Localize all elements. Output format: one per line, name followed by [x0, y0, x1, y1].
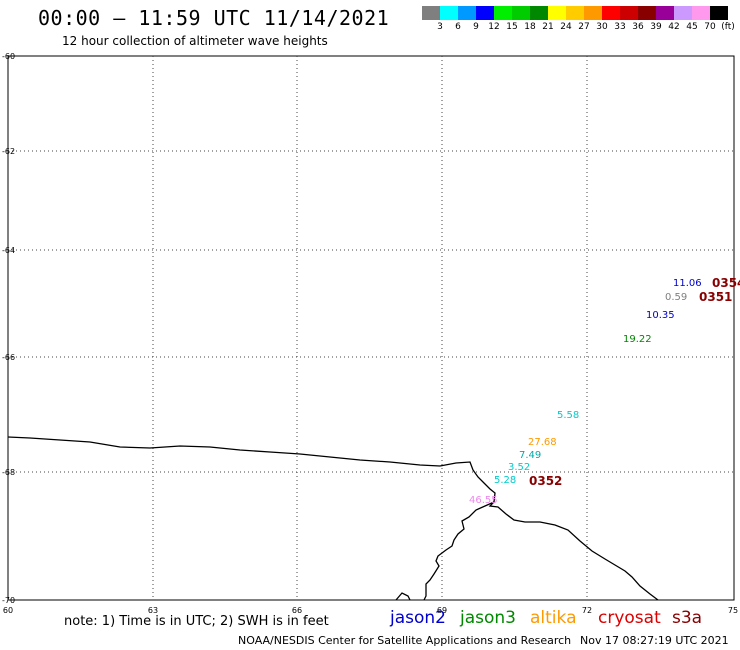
color-swatch — [458, 6, 476, 20]
color-swatch — [530, 6, 548, 20]
page-title: 00:00 – 11:59 UTC 11/14/2021 — [38, 6, 390, 30]
page-subtitle: 12 hour collection of altimeter wave hei… — [62, 34, 328, 48]
color-scale-value: 33 — [614, 22, 626, 32]
coastline-inlet — [423, 501, 495, 601]
color-scale-unit: (ft) — [721, 22, 735, 32]
coastline — [7, 436, 659, 601]
coastline-islet — [395, 592, 411, 601]
lon-label: 75 — [728, 606, 738, 615]
color-swatch — [584, 6, 602, 20]
color-scale-value: 39 — [650, 22, 662, 32]
map-gridlines — [8, 56, 734, 600]
swh-label: 3.52 — [508, 462, 530, 473]
legend-item: altika — [530, 608, 577, 628]
color-scale-value: 21 — [542, 22, 554, 32]
color-scale-value: 3 — [437, 22, 443, 32]
color-scale-value: 27 — [578, 22, 590, 32]
legend-item: s3a — [672, 608, 703, 628]
color-scale-value: 15 — [506, 22, 518, 32]
color-scale-value: 36 — [632, 22, 644, 32]
footer-note: note: 1) Time is in UTC; 2) SWH is in fe… — [64, 614, 329, 629]
swh-label: 5.28 — [494, 475, 516, 486]
lon-label: 66 — [292, 606, 302, 615]
lat-label: -68 — [2, 468, 15, 477]
legend-item: cryosat — [598, 608, 661, 628]
color-swatch — [620, 6, 638, 20]
swh-label: 19.22 — [623, 334, 652, 345]
color-swatch — [440, 6, 458, 20]
color-scale-value: 30 — [596, 22, 608, 32]
color-swatch — [512, 6, 530, 20]
color-swatch — [548, 6, 566, 20]
lat-label: -62 — [2, 147, 15, 156]
color-swatch — [674, 6, 692, 20]
map-frame — [7, 55, 735, 601]
lat-label: -60 — [2, 52, 15, 61]
color-swatch — [494, 6, 512, 20]
footer-timestamp: Nov 17 08:27:19 UTC 2021 — [580, 634, 729, 647]
lon-label: 72 — [582, 606, 592, 615]
color-scale-labels: 3 6 9 12 15 18 21 24 27 30 33 36 39 42 45 70 (ft) — [422, 22, 740, 34]
footer-credit: NOAA/NESDIS Center for Satellite Applica… — [238, 634, 572, 647]
orbit-label: 0352 — [529, 474, 562, 488]
swh-label: 7.49 — [519, 450, 541, 461]
lon-label: 69 — [437, 606, 447, 615]
swh-label: 11.06 — [673, 278, 702, 289]
legend-item: jason3 — [460, 608, 516, 628]
color-scale-value: 12 — [488, 22, 500, 32]
color-swatch — [476, 6, 494, 20]
color-scale-value: 70 — [704, 22, 716, 32]
color-swatch — [710, 6, 728, 20]
color-swatch — [422, 6, 440, 20]
lon-label: 60 — [3, 606, 13, 615]
swh-label: 10.35 — [646, 310, 675, 321]
swh-label: 0.59 — [665, 292, 687, 303]
color-swatch — [638, 6, 656, 20]
legend-item: jason2 — [390, 608, 446, 628]
color-swatch — [656, 6, 674, 20]
lat-label: -70 — [2, 596, 15, 605]
measurement-labels: 11.06 0354 0.59 0351 10.35 19.22 5.58 27.68 7.49… — [469, 276, 740, 506]
lat-label: -64 — [2, 246, 15, 255]
orbit-label: 0354 — [712, 276, 740, 290]
color-scale-value: 45 — [686, 22, 698, 32]
color-scale-value: 9 — [473, 22, 479, 32]
color-swatch — [692, 6, 710, 20]
swh-label: 5.58 — [557, 410, 579, 421]
swh-label: 27.68 — [528, 437, 557, 448]
color-scale-value: 6 — [455, 22, 461, 32]
color-scale-value: 24 — [560, 22, 572, 32]
color-scale-value: 18 — [524, 22, 536, 32]
color-scale — [422, 6, 728, 20]
color-scale-value: 42 — [668, 22, 680, 32]
color-swatch — [602, 6, 620, 20]
swh-label: 46.55 — [469, 495, 498, 506]
lat-label: -66 — [2, 353, 15, 362]
color-swatch — [566, 6, 584, 20]
orbit-label: 0351 — [699, 290, 732, 304]
lon-label: 63 — [148, 606, 158, 615]
